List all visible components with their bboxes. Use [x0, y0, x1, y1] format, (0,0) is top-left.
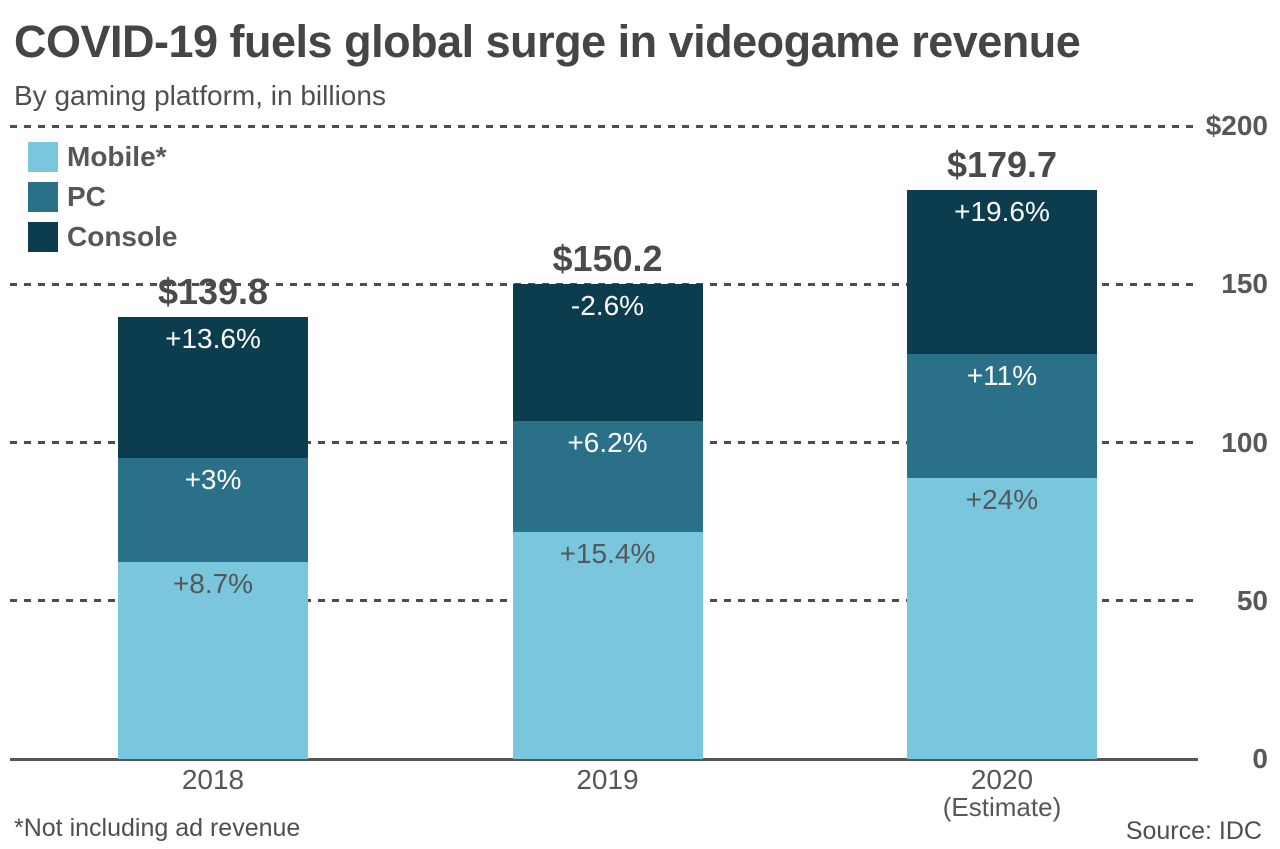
bar-segment-2018-mobile: +8.7% — [118, 562, 308, 759]
y-tick-label-0: 0 — [1252, 743, 1268, 774]
y-tick-label-50: 50 — [1236, 584, 1268, 616]
growth-label-2018-mobile: +8.7% — [172, 568, 254, 600]
bar-2018: +8.7% +3% +13.6% — [118, 316, 308, 759]
y-tick-label-100: 100 — [1221, 426, 1268, 458]
legend-item-pc: PC — [28, 181, 177, 212]
bar-segment-2019-console: -2.6% — [512, 283, 703, 421]
bar-segment-2019-pc: +6.2% — [512, 420, 703, 533]
legend-item-console: Console — [28, 221, 178, 252]
growth-label-2020-console: +19.6% — [954, 196, 1050, 228]
y-tick-label-150: 150 — [1221, 268, 1268, 300]
x-tick-label-2020: 2020 — [970, 764, 1034, 795]
growth-label-2019-pc: +6.2% — [567, 426, 648, 458]
total-label-2019: $150.2 — [552, 237, 663, 279]
bar-segment-2020-console: +19.6% — [907, 190, 1097, 355]
growth-label-2018-pc: +3% — [184, 463, 242, 495]
bar-2020: +24% +11% +19.6% — [907, 190, 1097, 759]
bar-segment-2019-mobile: +15.4% — [512, 532, 703, 759]
legend-item-mobile: Mobile* — [28, 141, 177, 172]
y-tick-label-200: $200 — [1205, 110, 1268, 141]
bar-segment-2018-pc: +3% — [118, 457, 308, 563]
total-label-2020: $179.7 — [946, 144, 1058, 186]
bar-segment-2018-console: +13.6% — [118, 316, 308, 458]
legend-label-pc: PC — [67, 181, 106, 212]
total-label-2018: $139.8 — [157, 270, 269, 312]
growth-label-2019-console: -2.6% — [570, 289, 645, 321]
legend-label-console: Console — [67, 221, 178, 252]
x-tick-label-2018: 2018 — [181, 764, 245, 795]
legend-swatch-console — [28, 222, 58, 252]
chart-subtitle: By gaming platform, in billions — [14, 80, 386, 111]
legend-swatch-pc — [28, 182, 58, 212]
chart-legend: Mobile* PC Console — [28, 141, 178, 262]
gridline-200 — [10, 124, 1198, 128]
legend-label-mobile: Mobile* — [67, 141, 167, 172]
x-tick-label-2019: 2019 — [576, 764, 639, 795]
source-credit: Source: IDC — [1125, 817, 1262, 845]
growth-label-2020-pc: +11% — [966, 360, 1038, 392]
gridline-0 — [10, 757, 1198, 761]
legend-swatch-mobile — [28, 142, 58, 172]
growth-label-2018-console: +13.6% — [165, 322, 261, 354]
bar-segment-2020-mobile: +24% — [907, 477, 1097, 759]
chart-title: COVID-19 fuels global surge in videogame… — [14, 16, 1081, 67]
bar-2019: +15.4% +6.2% -2.6% — [512, 283, 703, 759]
footnote: *Not including ad revenue — [14, 814, 301, 842]
bar-segment-2020-pc: +11% — [907, 354, 1097, 478]
x-tick-note-2020: (Estimate) — [942, 792, 1062, 822]
growth-label-2019-mobile: +15.4% — [559, 538, 656, 570]
growth-label-2020-mobile: +24% — [965, 483, 1039, 515]
